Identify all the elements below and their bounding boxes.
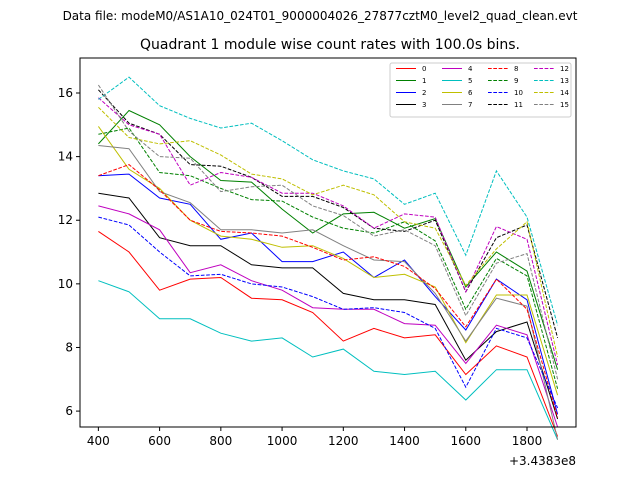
- series-line-2: [98, 173, 559, 415]
- legend-label-3: 3: [422, 101, 426, 109]
- y-tick-label: 12: [58, 213, 73, 227]
- legend-label-14: 14: [560, 89, 569, 97]
- series-line-13: [98, 76, 559, 326]
- x-tick-label: 600: [148, 434, 171, 448]
- series-line-9: [98, 127, 559, 389]
- y-tick-label: 10: [58, 277, 73, 291]
- legend-label-6: 6: [468, 89, 473, 97]
- legend-label-11: 11: [514, 101, 523, 109]
- x-tick-label: 400: [87, 434, 110, 448]
- legend-label-0: 0: [422, 65, 426, 73]
- legend-label-13: 13: [560, 77, 569, 85]
- legend-label-8: 8: [514, 65, 518, 73]
- legend-label-4: 4: [468, 65, 473, 73]
- y-tick-label: 8: [65, 340, 73, 354]
- legend-label-7: 7: [468, 101, 472, 109]
- x-offset-label: +3.4383e8: [509, 454, 576, 468]
- legend-label-15: 15: [560, 101, 569, 109]
- series-line-5: [98, 280, 559, 440]
- series-line-11: [98, 89, 559, 339]
- axes-frame: [79, 57, 577, 428]
- series-line-4: [98, 205, 559, 428]
- series-line-10: [98, 216, 559, 409]
- x-tick-label: 1600: [451, 434, 482, 448]
- x-tick-label: 1800: [512, 434, 543, 448]
- x-tick-label: 1200: [328, 434, 359, 448]
- ticks-layer: 400 600 800 1000 1200 1400 1600 1800 6 8 10 12 14 16: [58, 86, 543, 448]
- legend-label-10: 10: [514, 89, 523, 97]
- chart-suptitle: Data file: modeM0/AS1A10_024T01_90000040…: [63, 9, 578, 23]
- x-tick-label: 800: [209, 434, 232, 448]
- y-tick-label: 6: [65, 404, 73, 418]
- series-layer: [97, 76, 559, 440]
- legend-label-9: 9: [514, 77, 518, 85]
- chart-title: Quadrant 1 module wise count rates with …: [140, 37, 520, 53]
- legend-label-12: 12: [560, 65, 569, 73]
- legend-box: [389, 62, 572, 118]
- legend-label-1: 1: [422, 77, 426, 85]
- y-tick-label: 14: [58, 150, 73, 164]
- series-line-0: [98, 230, 559, 437]
- x-tick-label: 1000: [267, 434, 298, 448]
- series-line-15: [97, 84, 559, 380]
- series-line-14: [98, 106, 559, 358]
- legend-label-2: 2: [422, 89, 426, 97]
- series-line-8: [98, 164, 559, 418]
- legend-label-5: 5: [468, 77, 472, 85]
- y-tick-label: 16: [58, 86, 73, 100]
- series-line-7: [98, 145, 559, 440]
- series-line-12: [98, 97, 559, 366]
- x-tick-label: 1400: [389, 434, 420, 448]
- series-line-3: [98, 192, 559, 420]
- series-line-1: [98, 109, 559, 370]
